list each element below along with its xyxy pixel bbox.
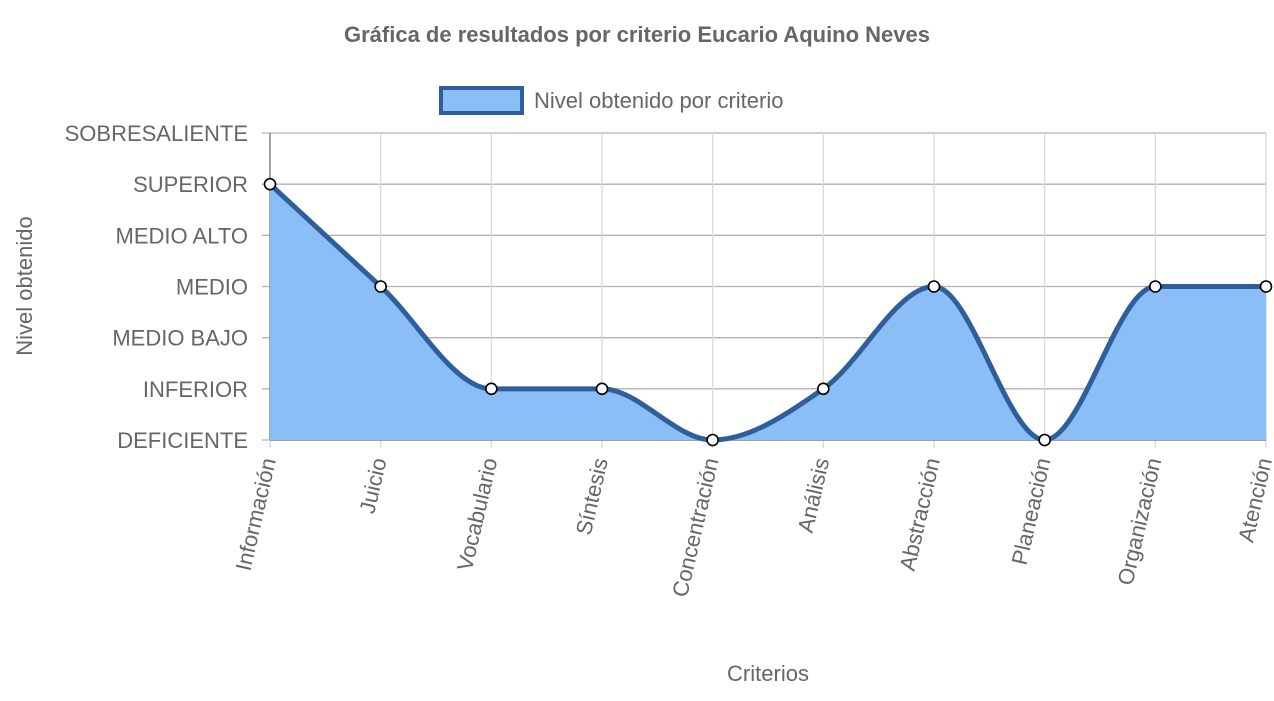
x-tick-label: Planeación xyxy=(1007,456,1056,568)
y-axis-ticks: DEFICIENTE INFERIOR MEDIO BAJO MEDIO MEDIO A… xyxy=(65,121,248,453)
data-point[interactable] xyxy=(1259,280,1273,293)
legend-label: Nivel obtenido por criterio xyxy=(534,88,783,113)
chart-title: Gráfica de resultados por criterio Eucar… xyxy=(344,22,930,47)
x-tick-label: Vocabulario xyxy=(452,456,502,574)
y-tick-label: MEDIO xyxy=(176,275,248,300)
data-point[interactable] xyxy=(485,382,498,396)
area-series xyxy=(268,182,1266,443)
data-point[interactable] xyxy=(706,433,719,447)
data-point[interactable] xyxy=(263,177,277,191)
y-tick-label: SUPERIOR xyxy=(133,172,248,197)
y-tick-label: DEFICIENTE xyxy=(117,428,248,453)
x-axis-label: Criterios xyxy=(727,661,809,686)
series-line xyxy=(268,182,1266,443)
y-tick-label: INFERIOR xyxy=(143,377,248,402)
data-points xyxy=(263,177,1273,447)
y-tick-label: MEDIO ALTO xyxy=(116,223,248,248)
x-tick-label: Síntesis xyxy=(571,456,613,538)
y-tick-label: MEDIO BAJO xyxy=(112,326,248,351)
x-tick-label: Juicio xyxy=(355,456,392,516)
x-tick-label: Atención xyxy=(1233,456,1274,545)
x-tick-label: Análisis xyxy=(793,456,834,535)
data-point[interactable] xyxy=(374,280,387,293)
data-point[interactable] xyxy=(927,280,941,293)
y-axis-label: Nivel obtenido xyxy=(12,216,37,355)
legend-swatch xyxy=(439,86,524,115)
x-tick-label: Abstracción xyxy=(895,456,945,574)
data-point[interactable] xyxy=(595,382,609,396)
data-point[interactable] xyxy=(817,382,830,396)
data-point[interactable] xyxy=(1149,280,1162,293)
legend[interactable]: Nivel obtenido por criterio xyxy=(439,86,783,115)
data-point[interactable] xyxy=(1038,433,1051,447)
x-tick-label: Concentración xyxy=(667,456,723,600)
area-fill xyxy=(270,184,1266,440)
y-tick-label: SOBRESALIENTE xyxy=(65,121,248,146)
x-tick-label: Organización xyxy=(1113,456,1167,588)
x-tick-label: Información xyxy=(231,456,281,574)
x-axis-ticks: Información Juicio Vocabulario Síntesis Conc… xyxy=(231,456,1274,600)
